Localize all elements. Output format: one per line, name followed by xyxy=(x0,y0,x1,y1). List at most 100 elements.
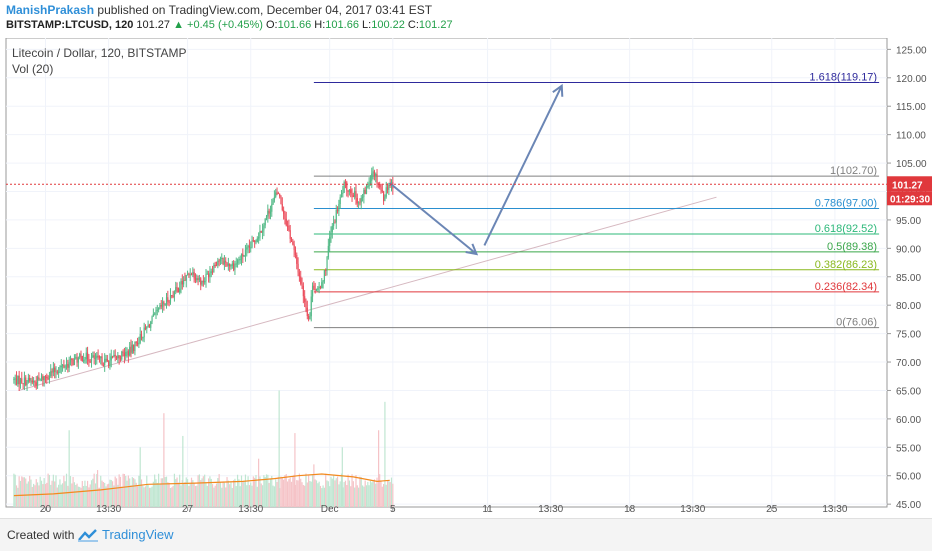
candle-body xyxy=(119,358,122,360)
plot-area[interactable] xyxy=(5,38,888,508)
volume-bar xyxy=(229,484,231,507)
volume-bar xyxy=(354,487,356,507)
candle-body xyxy=(331,225,333,232)
price-chart[interactable]: 1.618(119.17) 1(102.70) 0.786(97.00) 0.618(… xyxy=(0,38,932,516)
candle-body xyxy=(375,174,377,177)
x-tick-label: 13:30 xyxy=(238,504,263,515)
candle-body xyxy=(121,351,123,360)
candle-body xyxy=(58,371,60,373)
volume-bar xyxy=(268,482,270,507)
volume-bar xyxy=(111,481,114,507)
candle-body xyxy=(114,354,116,356)
candle-body xyxy=(264,218,266,226)
volume-bar xyxy=(176,477,178,507)
volume-bar xyxy=(109,479,111,507)
candle-body xyxy=(126,351,128,353)
symbol-line: BITSTAMP:LTCUSD, 120 101.27 ▲ +0.45 (+0.… xyxy=(6,19,453,31)
candle-body xyxy=(263,225,265,231)
volume-bar xyxy=(208,478,210,507)
volume-bar xyxy=(169,487,172,507)
y-tick-label: 110.00 xyxy=(896,131,926,142)
price-axis[interactable]: 125.00120.00115.00110.00105.00100.0095.0… xyxy=(6,45,932,511)
volume-bar xyxy=(30,479,32,507)
volume-bar xyxy=(142,485,144,507)
volume-bar xyxy=(65,473,68,507)
volume-bar xyxy=(286,481,289,507)
volume-bar xyxy=(69,476,72,507)
candle-body xyxy=(271,204,273,212)
volume-bar xyxy=(197,475,199,507)
candle-body xyxy=(118,355,120,359)
volume-bar xyxy=(43,478,45,507)
candle-body xyxy=(284,213,286,219)
volume-bar xyxy=(160,478,162,507)
projection-arrows[interactable] xyxy=(389,83,564,256)
volume-bar xyxy=(61,483,64,507)
volume-bar xyxy=(25,478,27,507)
candle-body xyxy=(211,271,214,273)
volume-bar xyxy=(171,487,173,507)
candle-body xyxy=(151,316,153,322)
y-tick-label: 115.00 xyxy=(896,102,926,113)
volume-bar xyxy=(236,474,239,507)
candle-body xyxy=(55,371,57,373)
candle-body xyxy=(92,355,94,357)
candle-body xyxy=(326,257,328,271)
candle-body xyxy=(198,278,201,280)
candle-body xyxy=(277,193,279,195)
candle-body xyxy=(69,359,72,363)
candle-body xyxy=(88,359,90,362)
x-tick-label: 11 xyxy=(482,504,493,515)
volume-bar xyxy=(280,476,282,507)
volume-bar xyxy=(219,482,222,507)
candle-body xyxy=(225,260,227,263)
volume-bar xyxy=(289,477,291,507)
author-link[interactable]: ManishPrakash xyxy=(6,3,95,17)
volume-bar xyxy=(276,481,278,507)
volume-bar xyxy=(73,482,76,507)
tradingview-brand-link[interactable]: TradingView xyxy=(102,527,174,542)
candle-body xyxy=(281,204,283,211)
candle-body xyxy=(380,187,382,191)
volume-bar xyxy=(317,483,319,507)
fibonacci-levels[interactable]: 1.618(119.17) 1(102.70) 0.786(97.00) 0.618(… xyxy=(313,72,880,329)
volume-bar xyxy=(329,486,331,507)
volume-bar xyxy=(104,482,106,507)
candle-body xyxy=(336,209,339,212)
close-value: 101.27 xyxy=(418,19,453,31)
candle-body xyxy=(202,280,204,283)
candle-body xyxy=(56,371,58,373)
volume-spike xyxy=(68,430,70,507)
volume-bar xyxy=(33,483,35,507)
volume-bar xyxy=(348,480,351,507)
volume-bar xyxy=(240,475,243,507)
volume-bar xyxy=(360,477,362,507)
volume-bar xyxy=(372,481,374,507)
candle-body xyxy=(221,257,223,259)
candle-body xyxy=(354,191,356,198)
volume-bar xyxy=(94,483,97,507)
candle-body xyxy=(108,361,110,366)
volume-bar xyxy=(322,485,324,507)
volume-bar xyxy=(246,485,248,507)
candle-body xyxy=(343,182,345,193)
candle-body xyxy=(93,355,95,359)
candle-body xyxy=(110,356,112,361)
candle-body xyxy=(236,260,239,264)
volume-bar xyxy=(217,478,219,507)
candle-body xyxy=(302,285,304,297)
candle-body xyxy=(272,199,274,205)
volume-bar xyxy=(167,482,169,507)
time-axis[interactable]: 20 13:30 27 13:30 Dec 5 11 13:30 18 13:30 25 13:30 xyxy=(40,504,848,515)
volume-bar xyxy=(186,479,189,507)
candle-body xyxy=(171,295,173,297)
candle-body xyxy=(229,263,231,267)
trendline-layer xyxy=(18,196,717,391)
candle-body xyxy=(94,358,97,360)
candle-body xyxy=(315,289,318,291)
volume-bar xyxy=(158,473,160,507)
candle-body xyxy=(165,297,168,304)
volume-bar xyxy=(89,484,91,507)
volume-bar xyxy=(204,474,206,507)
volume-bar xyxy=(86,480,89,507)
